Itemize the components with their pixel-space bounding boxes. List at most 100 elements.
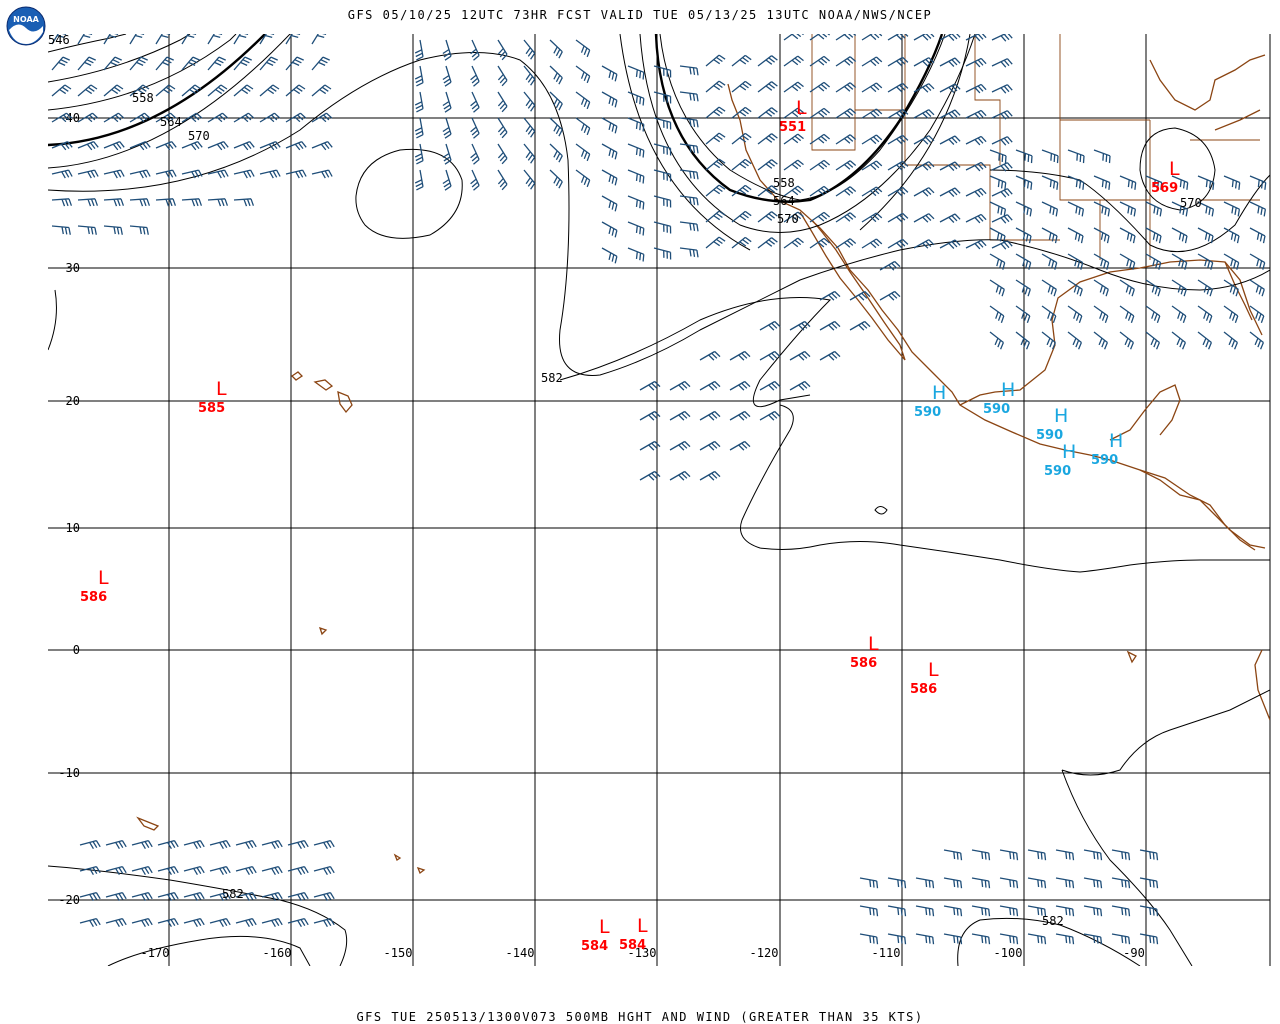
wind-barb xyxy=(442,117,452,139)
high-center-value: 590 xyxy=(1036,428,1063,443)
wind-barb xyxy=(235,839,257,850)
wind-barb xyxy=(705,132,726,145)
low-center-letter: L xyxy=(868,633,879,655)
contour-564-west-thick xyxy=(48,34,266,147)
gulf-of-mexico-coast xyxy=(959,259,1263,406)
wind-barb xyxy=(1027,933,1047,945)
lon-label: -110 xyxy=(872,946,901,960)
wind-barb xyxy=(261,891,283,902)
contour-576-east xyxy=(619,34,971,251)
wind-barb xyxy=(103,140,125,151)
wind-barb xyxy=(887,238,909,249)
wind-barb xyxy=(209,839,231,850)
wind-barb xyxy=(1249,227,1266,244)
wind-barb xyxy=(1197,227,1214,244)
wind-barb xyxy=(999,905,1019,917)
wind-barb xyxy=(859,933,879,945)
baja-california xyxy=(799,211,906,361)
lon-label: -160 xyxy=(263,946,292,960)
wind-barb xyxy=(105,839,127,850)
wind-barb xyxy=(939,239,961,249)
low-center-letter: L xyxy=(216,378,227,400)
wind-barb xyxy=(669,440,691,451)
wind-barb xyxy=(1111,849,1131,861)
wind-barb xyxy=(1223,227,1240,244)
wind-barb xyxy=(77,34,93,45)
wind-barb xyxy=(819,320,841,331)
wind-barb xyxy=(470,91,480,113)
wind-barb xyxy=(51,84,72,97)
wind-barb xyxy=(789,350,811,361)
wind-barb xyxy=(913,239,935,249)
wind-barb xyxy=(859,905,879,917)
wind-barb xyxy=(699,380,721,391)
lat-label: 0 xyxy=(73,643,80,657)
low-center-value: 586 xyxy=(910,682,937,697)
wind-barb xyxy=(669,470,691,481)
wind-barb xyxy=(887,212,909,223)
wind-barb xyxy=(965,57,987,68)
wind-barb xyxy=(1015,227,1032,244)
wind-barb xyxy=(575,117,591,136)
wind-barb xyxy=(757,185,778,197)
wind-barb xyxy=(1197,305,1213,324)
wind-barb xyxy=(913,135,935,145)
wind-barb xyxy=(653,221,672,234)
wind-barb xyxy=(653,195,672,208)
wind-barb xyxy=(971,905,991,917)
low-center-letter: L xyxy=(796,97,807,119)
wind-barb xyxy=(285,84,306,97)
wind-barb xyxy=(789,380,811,391)
wind-barb xyxy=(653,117,672,130)
wind-barb xyxy=(861,56,883,67)
wind-barb xyxy=(51,112,73,123)
wind-barb xyxy=(575,65,591,84)
wind-barb xyxy=(835,108,857,119)
wind-barb xyxy=(1145,305,1161,324)
wind-barb xyxy=(783,107,804,119)
wind-barb xyxy=(1041,201,1059,217)
wind-barb xyxy=(639,470,661,481)
contour-570-se xyxy=(989,169,1270,253)
low-center-value: 586 xyxy=(850,656,877,671)
wind-barb xyxy=(639,380,661,391)
wind-barb xyxy=(103,112,125,123)
wind-barb xyxy=(705,210,726,223)
wind-barb xyxy=(183,891,205,902)
wind-barb xyxy=(1093,149,1111,164)
wind-barb xyxy=(209,917,231,928)
wind-barb xyxy=(470,39,480,61)
wind-barb xyxy=(261,917,283,928)
wind-barb xyxy=(51,225,71,235)
high-center-value: 590 xyxy=(914,405,941,420)
contour-569-closed xyxy=(1139,127,1216,211)
wind-barb xyxy=(51,140,73,151)
wind-barb xyxy=(155,56,174,71)
wind-barb xyxy=(999,933,1019,945)
wind-barb xyxy=(414,169,424,191)
wind-barb xyxy=(627,65,645,80)
wind-barb xyxy=(679,195,699,206)
wind-barb xyxy=(1093,305,1109,324)
lat-label: 30 xyxy=(66,261,80,275)
wind-barb xyxy=(991,240,1013,250)
wind-barb xyxy=(1041,331,1057,350)
wind-barb xyxy=(523,91,536,112)
wind-barb xyxy=(835,82,857,93)
wind-barb xyxy=(915,933,935,945)
wind-barb xyxy=(879,260,901,271)
low-center-letter: L xyxy=(1169,158,1180,180)
wind-barb xyxy=(1083,849,1103,861)
wind-barb xyxy=(129,140,151,151)
high-center-letter: H xyxy=(1062,441,1076,463)
wind-barb xyxy=(699,350,721,361)
wind-barb xyxy=(1119,305,1135,324)
wind-barb xyxy=(849,320,871,331)
wind-barb xyxy=(233,198,255,207)
wind-barb xyxy=(1067,227,1084,244)
south-america-coast xyxy=(1254,649,1270,721)
wind-barb xyxy=(819,350,841,361)
contour-570 xyxy=(48,34,291,169)
wind-barb xyxy=(259,84,280,97)
wind-barb xyxy=(129,34,145,45)
